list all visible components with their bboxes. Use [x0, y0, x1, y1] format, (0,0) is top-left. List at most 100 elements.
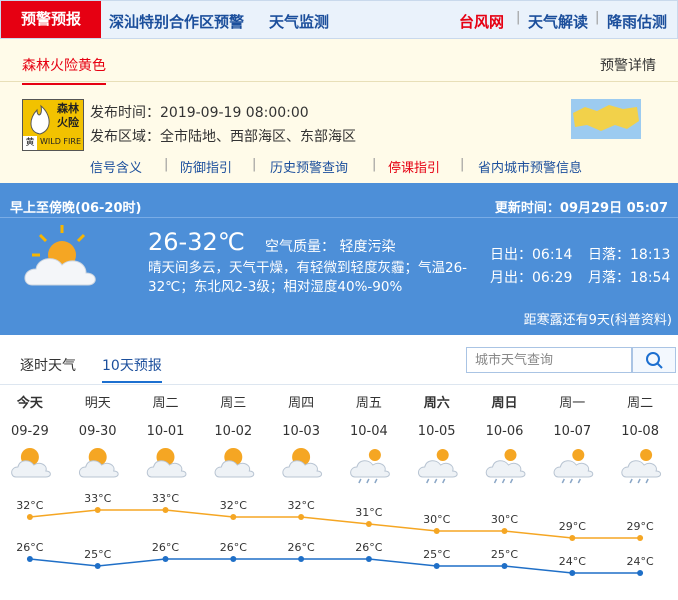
day-label: 周三	[220, 396, 246, 411]
flame-icon	[30, 104, 50, 135]
temp-point	[298, 556, 305, 562]
sun	[368, 449, 381, 461]
day-label: 周四	[288, 396, 314, 411]
rain	[374, 478, 378, 484]
temp-label: 26°C	[220, 541, 247, 554]
divider	[0, 217, 678, 218]
nav-link[interactable]: 天气解读	[528, 13, 589, 31]
warning-icon: 森林 火险 黄 WILD FIRE	[22, 99, 84, 151]
separator: |	[516, 10, 521, 25]
sun	[640, 449, 653, 461]
temp-label: 30°C	[491, 513, 518, 526]
search-input[interactable]: 城市天气查询	[466, 347, 632, 373]
temp-label: 24°C	[559, 555, 586, 568]
temp-label: 32°C	[288, 499, 315, 512]
cloud	[485, 460, 526, 478]
nav-active[interactable]: 预警预报	[1, 1, 101, 38]
temp-point	[94, 507, 101, 513]
weather-icon	[282, 448, 323, 478]
weather-icon	[417, 449, 458, 484]
rain	[426, 478, 430, 484]
date-label: 10-05	[418, 424, 456, 439]
sun	[504, 449, 517, 461]
temp-label: 24°C	[627, 555, 654, 568]
warning-link[interactable]: 防御指引	[180, 161, 233, 176]
rain	[577, 478, 581, 484]
updated: 更新时间：09月29日 05:07	[494, 201, 668, 216]
date-label: 10-02	[214, 424, 252, 439]
date-label: 09-30	[79, 424, 117, 439]
nav-link[interactable]: 深汕特别合作区预警	[109, 13, 245, 31]
warning-tab[interactable]: 森林火险黄色	[22, 55, 106, 85]
separator: |	[460, 157, 465, 172]
weather-icon	[146, 448, 187, 478]
rain	[509, 478, 514, 484]
area-map	[571, 99, 641, 139]
tab[interactable]: 逐时天气	[20, 358, 76, 374]
air-quality: 空气质量： 轻度污染	[265, 239, 396, 255]
temp-label: 25°C	[84, 548, 111, 561]
weather-icon	[350, 449, 390, 484]
weather-icon	[553, 449, 594, 484]
temp-point	[230, 556, 237, 562]
weather-icon	[78, 448, 119, 478]
warning-link[interactable]: 历史预警查询	[270, 161, 349, 176]
sun	[572, 449, 585, 461]
weather-icon	[621, 449, 662, 484]
moonrise: 月出：06:29	[490, 270, 573, 286]
tab-active[interactable]: 10天预报	[102, 355, 162, 383]
separator: |	[595, 10, 600, 25]
warning-details[interactable]: 预警详情	[600, 58, 656, 74]
warning-panel: 森林火险黄色 预警详情 森林 火险 黄 WILD FIRE 发布时间：2019-…	[0, 39, 678, 183]
sunset: 日落：18:13	[588, 247, 671, 263]
weather-icon	[24, 225, 96, 286]
temp-label: 26°C	[16, 541, 43, 554]
day-label: 周六	[424, 395, 450, 411]
separator: |	[252, 157, 257, 172]
temp-label: 29°C	[559, 520, 586, 533]
icon-en: WILD FIRE	[40, 137, 82, 146]
sunrise: 日出：06:14	[490, 247, 573, 263]
period: 早上至傍晚(06-20时)	[10, 201, 142, 216]
weather-icon	[11, 448, 51, 478]
temp-point	[637, 570, 644, 576]
temp-range: 26-32℃	[148, 228, 245, 256]
icon-text: 森林	[57, 102, 79, 115]
rain	[493, 478, 498, 484]
cloud	[350, 460, 390, 478]
temp-point	[26, 556, 33, 562]
temp-point	[365, 521, 372, 527]
temp-label: 29°C	[627, 520, 654, 533]
date-label: 10-06	[486, 424, 524, 439]
warning-link[interactable]: 信号含义	[90, 161, 143, 176]
rain	[358, 478, 362, 484]
cloud	[417, 460, 458, 478]
temp-point	[26, 514, 33, 520]
temp-point	[501, 528, 508, 534]
temp-label: 33°C	[84, 492, 111, 505]
nav-link[interactable]: 天气监测	[269, 13, 330, 31]
temp-point	[637, 535, 644, 541]
day-label: 周日	[491, 396, 517, 411]
search-button[interactable]	[632, 347, 676, 373]
temp-point	[298, 514, 305, 520]
warning-link[interactable]: 停课指引	[388, 161, 441, 176]
nav-link[interactable]: 台风网	[459, 13, 505, 31]
warning-link[interactable]: 省内城市预警信息	[478, 161, 583, 176]
rain	[645, 478, 649, 484]
nav-link[interactable]: 降雨估测	[607, 13, 668, 31]
cloud	[146, 460, 187, 478]
rain	[366, 478, 370, 484]
rain	[637, 478, 641, 484]
separator: |	[372, 157, 377, 172]
description: 晴天间多云，天气干燥，有轻微到轻度灰霾；气温26-32℃；东北风2-3级；相对湿…	[148, 260, 468, 295]
temp-point	[94, 563, 101, 569]
search-icon	[646, 352, 663, 369]
day-label: 周五	[356, 396, 382, 411]
solar-term[interactable]: 距寒露还有9天(科普资料)	[523, 313, 672, 328]
moonset: 月落：18:54	[588, 270, 671, 286]
temp-label: 25°C	[423, 548, 450, 561]
divider	[0, 384, 678, 385]
temp-point	[365, 556, 372, 562]
icon-level: 黄	[23, 136, 37, 150]
